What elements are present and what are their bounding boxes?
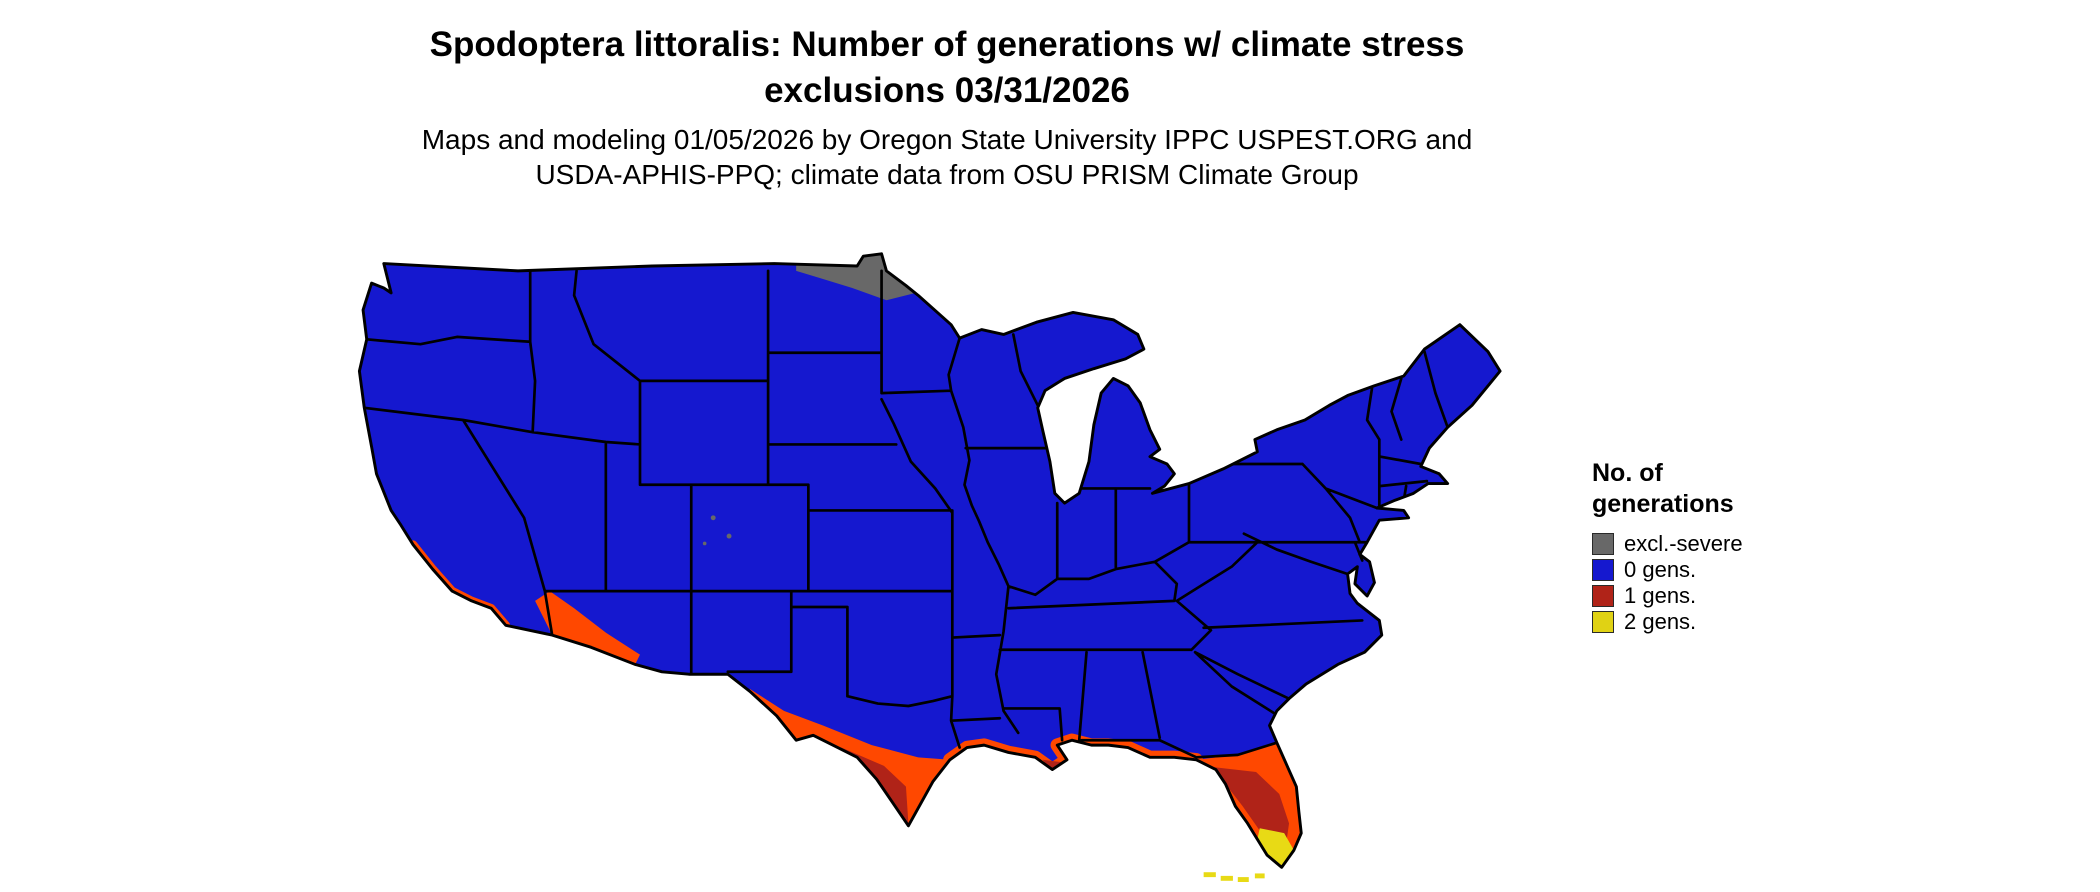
national-outline — [357, 252, 1502, 869]
legend-label-0-gens: 0 gens. — [1624, 557, 1697, 582]
legend-title-line2: generations — [1592, 489, 1734, 518]
legend-label-excl-severe: excl.-severe — [1624, 531, 1743, 556]
legend-swatch-excl-severe — [1592, 533, 1614, 555]
legend-swatch-0-gens — [1592, 559, 1614, 581]
region-excl-severe-speck — [702, 541, 707, 546]
map-subtitle-line2: USDA-APHIS-PPQ; climate data from OSU PR… — [535, 159, 1359, 190]
legend-title: No. of generations — [1592, 458, 1743, 519]
region-excl-severe-speck — [710, 515, 716, 521]
legend-label-2-gens: 2 gens. — [1624, 609, 1697, 634]
map-title: Spodoptera littoralis: Number of generat… — [430, 22, 1465, 113]
legend-swatch-1-gens — [1592, 585, 1614, 607]
legend-item-0-gens: 0 gens. — [1592, 557, 1743, 583]
legend-item-1-gens: 1 gens. — [1592, 583, 1743, 609]
region-florida-two-gens — [1257, 828, 1294, 868]
region-florida-keys-two-gens — [1237, 877, 1249, 882]
region-zero-generations — [359, 253, 1501, 868]
legend-item-2-gens: 2 gens. — [1592, 609, 1743, 635]
region-arizona-orange — [535, 591, 640, 665]
legend-title-line1: No. of — [1592, 459, 1663, 487]
map-title-line2: exclusions 03/31/2026 — [764, 70, 1130, 110]
map-subtitle: Maps and modeling 01/05/2026 by Oregon S… — [422, 122, 1473, 192]
legend-items: excl.-severe 0 gens. 1 gens. 2 gens. — [1592, 531, 1743, 635]
legend-label-1-gens: 1 gens. — [1624, 583, 1697, 608]
region-florida-keys-two-gens — [1254, 873, 1265, 879]
map-subtitle-line1: Maps and modeling 01/05/2026 by Oregon S… — [421, 124, 1473, 155]
region-excl-severe-speck — [726, 533, 732, 539]
legend-swatch-2-gens — [1592, 611, 1614, 633]
region-delta-one-gen — [1042, 759, 1063, 775]
map-legend: No. of generations excl.-severe 0 gens. … — [1592, 458, 1743, 635]
us-map-svg — [357, 252, 1502, 882]
us-map — [335, 222, 1555, 882]
state-borders — [362, 269, 1449, 759]
region-florida-keys-two-gens — [1220, 875, 1233, 881]
region-florida-one-gen — [1213, 767, 1290, 841]
region-florida-keys-two-gens — [1203, 872, 1216, 878]
map-title-line1: Spodoptera littoralis: Number of generat… — [429, 25, 1465, 64]
legend-item-excl-severe: excl.-severe — [1592, 531, 1743, 557]
